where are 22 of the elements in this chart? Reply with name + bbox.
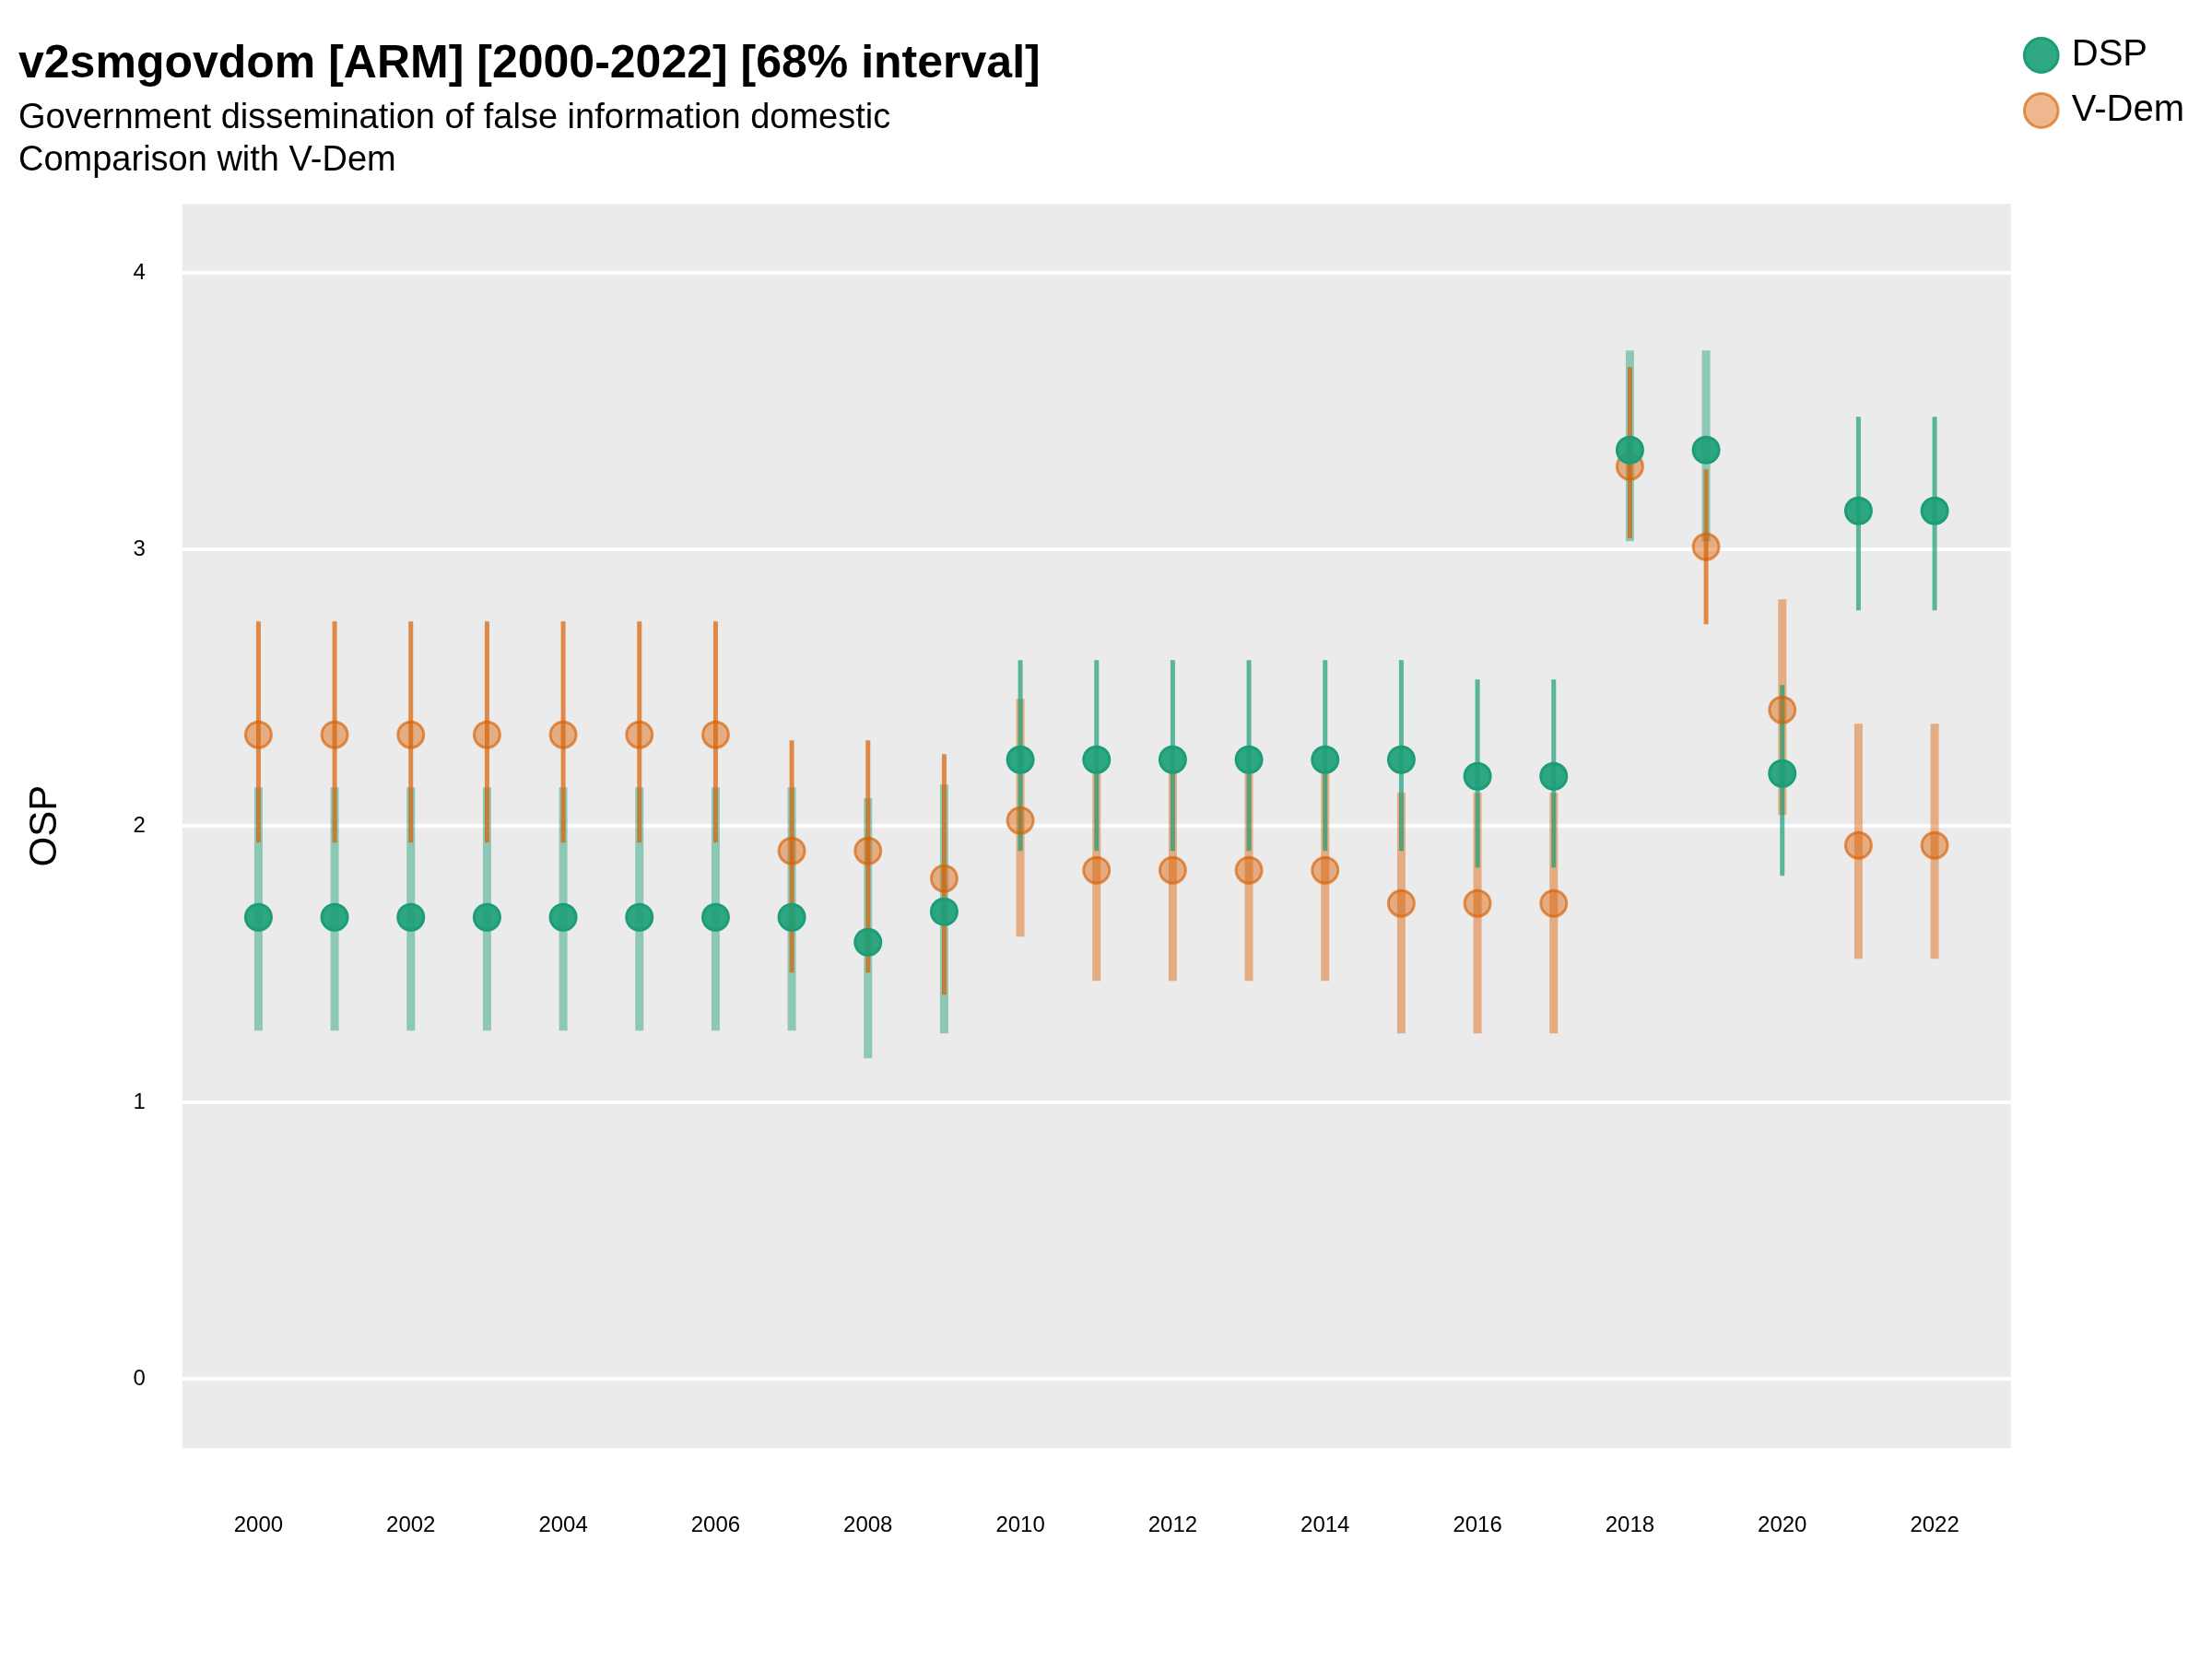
x-tick-label: 2006	[690, 1512, 741, 1537]
x-tick-label: 2012	[1147, 1512, 1198, 1537]
x-tick-label: 2022	[1910, 1512, 1959, 1537]
y-tick-label: 1	[133, 1088, 146, 1113]
legend-label: DSP	[2071, 32, 2147, 74]
x-tick-label: 2000	[233, 1512, 284, 1537]
x-tick-label: 2020	[1758, 1512, 1807, 1537]
y-tick-label: 0	[133, 1364, 146, 1390]
x-tick-label: 2016	[1453, 1512, 1502, 1537]
y-tick-label: 4	[133, 258, 146, 284]
x-tick-label: 2004	[538, 1512, 588, 1537]
x-tick-label: 2008	[843, 1512, 893, 1537]
x-tick-label: 2010	[995, 1512, 1045, 1537]
y-tick-label: 2	[133, 811, 146, 837]
chart-title: v2smgovdom [ARM] [2000-2022] [68% interval]	[18, 35, 1041, 88]
y-tick-label: 3	[133, 535, 146, 560]
legend-label: V-Dem	[2071, 88, 2184, 129]
x-tick-label: 2018	[1605, 1512, 1655, 1537]
x-tick-label: 2014	[1300, 1512, 1350, 1537]
y-axis-title: OSP	[20, 784, 65, 867]
chart-subtitle: Government dissemination of false information domestic Comparison with V-Dem	[18, 97, 891, 178]
x-tick-label: 2002	[386, 1512, 436, 1537]
